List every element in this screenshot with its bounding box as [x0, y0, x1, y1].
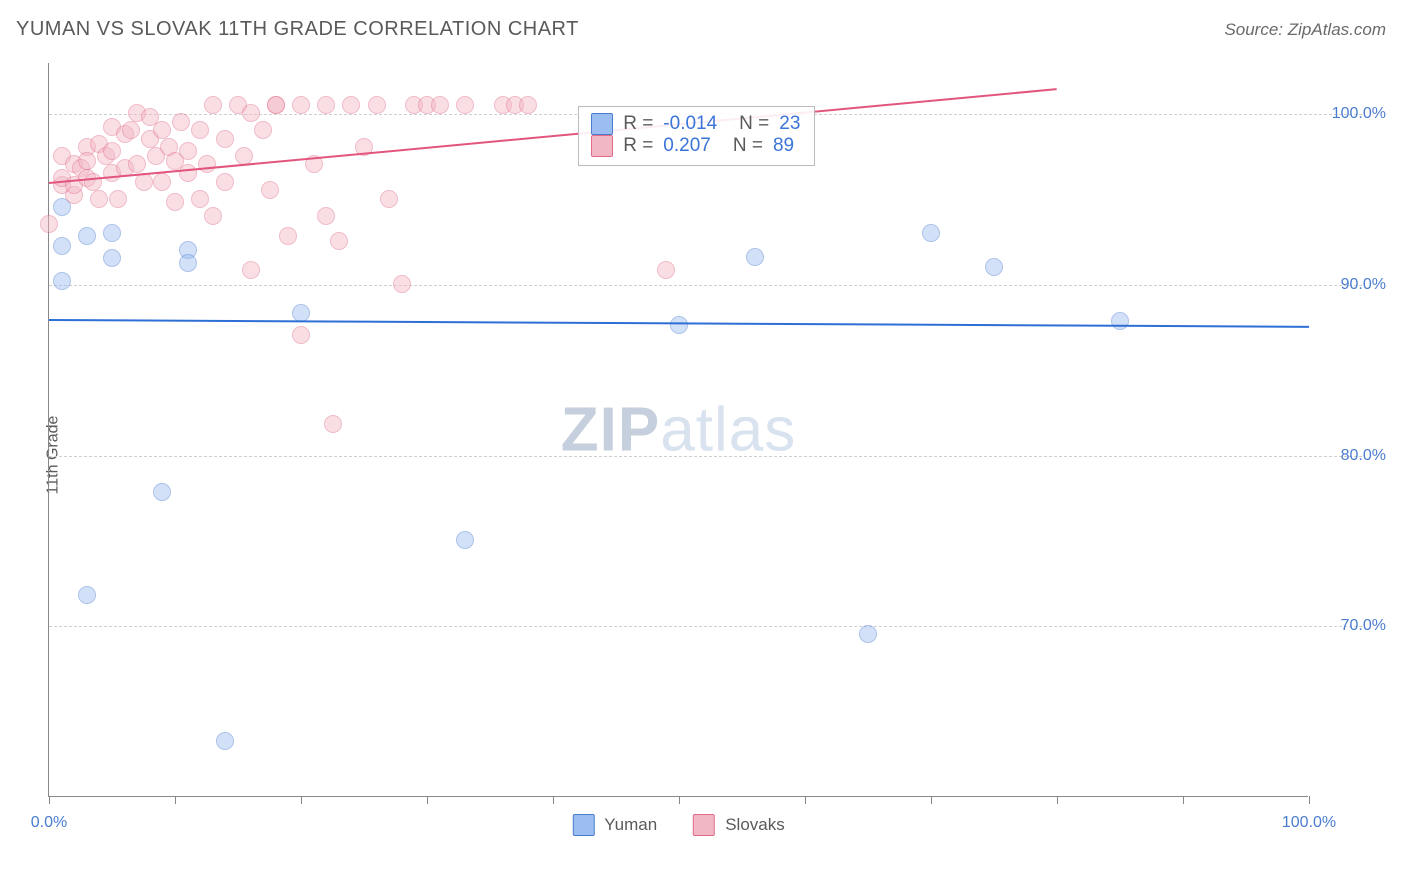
data-point — [198, 155, 216, 173]
data-point — [292, 326, 310, 344]
data-point — [317, 207, 335, 225]
data-point — [172, 113, 190, 131]
data-point — [128, 155, 146, 173]
data-point — [456, 96, 474, 114]
data-point — [103, 142, 121, 160]
x-tick — [301, 796, 302, 804]
y-tick-label: 80.0% — [1341, 447, 1386, 465]
data-point — [922, 224, 940, 242]
data-point — [317, 96, 335, 114]
gridline — [49, 285, 1362, 286]
legend-swatch — [591, 135, 613, 157]
data-point — [456, 531, 474, 549]
data-point — [153, 483, 171, 501]
data-point — [191, 121, 209, 139]
data-point — [122, 121, 140, 139]
x-tick — [175, 796, 176, 804]
data-point — [254, 121, 272, 139]
x-tick — [679, 796, 680, 804]
gridline — [49, 626, 1362, 627]
data-point — [261, 181, 279, 199]
watermark: ZIPatlas — [561, 394, 796, 465]
stats-legend: R = -0.014N = 23R = 0.207N = 89 — [578, 106, 815, 166]
y-tick-label: 90.0% — [1341, 276, 1386, 294]
series-legend-item: Slovaks — [693, 814, 785, 836]
data-point — [267, 96, 285, 114]
legend-swatch — [693, 814, 715, 836]
x-tick — [805, 796, 806, 804]
data-point — [324, 415, 342, 433]
stats-legend-row: R = 0.207N = 89 — [591, 135, 800, 157]
data-point — [103, 249, 121, 267]
x-tick — [1183, 796, 1184, 804]
data-point — [40, 215, 58, 233]
data-point — [380, 190, 398, 208]
data-point — [657, 261, 675, 279]
data-point — [78, 152, 96, 170]
data-point — [216, 130, 234, 148]
data-point — [179, 254, 197, 272]
plot-area: ZIPatlas 70.0%80.0%90.0%100.0%0.0%100.0%… — [48, 63, 1308, 797]
data-point — [279, 227, 297, 245]
data-point — [342, 96, 360, 114]
legend-swatch — [572, 814, 594, 836]
data-point — [153, 173, 171, 191]
data-point — [216, 732, 234, 750]
chart-title: YUMAN VS SLOVAK 11TH GRADE CORRELATION C… — [16, 18, 579, 41]
x-tick — [427, 796, 428, 804]
series-legend-item: Yuman — [572, 814, 657, 836]
data-point — [985, 258, 1003, 276]
data-point — [153, 121, 171, 139]
source-label: Source: ZipAtlas.com — [1224, 20, 1386, 40]
x-tick — [1309, 796, 1310, 804]
data-point — [292, 304, 310, 322]
x-tick — [1057, 796, 1058, 804]
x-tick — [553, 796, 554, 804]
data-point — [242, 104, 260, 122]
data-point — [84, 173, 102, 191]
data-point — [204, 96, 222, 114]
data-point — [191, 190, 209, 208]
data-point — [53, 237, 71, 255]
data-point — [242, 261, 260, 279]
data-point — [670, 316, 688, 334]
data-point — [368, 96, 386, 114]
data-point — [330, 232, 348, 250]
gridline — [49, 456, 1362, 457]
x-tick-label: 0.0% — [31, 814, 67, 832]
data-point — [179, 164, 197, 182]
data-point — [292, 96, 310, 114]
data-point — [204, 207, 222, 225]
data-point — [109, 190, 127, 208]
data-point — [78, 227, 96, 245]
data-point — [53, 272, 71, 290]
data-point — [746, 248, 764, 266]
data-point — [90, 190, 108, 208]
data-point — [78, 586, 96, 604]
y-tick-label: 100.0% — [1332, 105, 1386, 123]
data-point — [103, 224, 121, 242]
legend-swatch — [591, 113, 613, 135]
chart-container: 11th Grade ZIPatlas 70.0%80.0%90.0%100.0… — [16, 55, 1390, 855]
x-tick-label: 100.0% — [1282, 814, 1336, 832]
data-point — [1111, 312, 1129, 330]
data-point — [393, 275, 411, 293]
data-point — [519, 96, 537, 114]
y-tick-label: 70.0% — [1341, 617, 1386, 635]
x-tick — [931, 796, 932, 804]
x-tick — [49, 796, 50, 804]
data-point — [431, 96, 449, 114]
stats-legend-row: R = -0.014N = 23 — [591, 113, 800, 135]
data-point — [166, 193, 184, 211]
series-legend: Yuman Slovaks — [572, 814, 784, 836]
data-point — [859, 625, 877, 643]
data-point — [179, 142, 197, 160]
data-point — [216, 173, 234, 191]
